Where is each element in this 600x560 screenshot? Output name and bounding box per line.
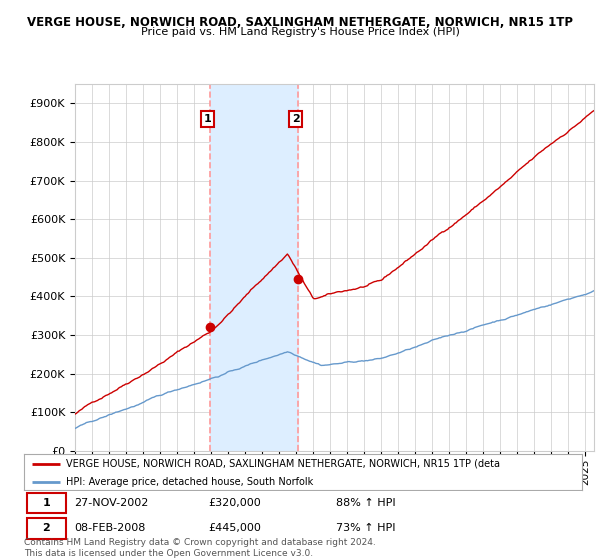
Text: £320,000: £320,000 bbox=[208, 498, 261, 508]
Text: This data is licensed under the Open Government Licence v3.0.: This data is licensed under the Open Gov… bbox=[24, 549, 313, 558]
FancyBboxPatch shape bbox=[27, 518, 66, 539]
Text: 88% ↑ HPI: 88% ↑ HPI bbox=[337, 498, 396, 508]
Text: 1: 1 bbox=[43, 498, 50, 508]
Text: VERGE HOUSE, NORWICH ROAD, SAXLINGHAM NETHERGATE, NORWICH, NR15 1TP: VERGE HOUSE, NORWICH ROAD, SAXLINGHAM NE… bbox=[27, 16, 573, 29]
Text: Price paid vs. HM Land Registry's House Price Index (HPI): Price paid vs. HM Land Registry's House … bbox=[140, 27, 460, 37]
Text: 73% ↑ HPI: 73% ↑ HPI bbox=[337, 523, 396, 533]
Bar bbox=[210, 84, 298, 451]
Text: 1: 1 bbox=[203, 114, 211, 124]
Text: 08-FEB-2008: 08-FEB-2008 bbox=[74, 523, 146, 533]
Text: Contains HM Land Registry data © Crown copyright and database right 2024.: Contains HM Land Registry data © Crown c… bbox=[24, 539, 376, 548]
Text: 2: 2 bbox=[292, 114, 299, 124]
Text: HPI: Average price, detached house, South Norfolk: HPI: Average price, detached house, Sout… bbox=[66, 477, 313, 487]
Text: £445,000: £445,000 bbox=[208, 523, 261, 533]
FancyBboxPatch shape bbox=[27, 493, 66, 514]
Text: VERGE HOUSE, NORWICH ROAD, SAXLINGHAM NETHERGATE, NORWICH, NR15 1TP (deta: VERGE HOUSE, NORWICH ROAD, SAXLINGHAM NE… bbox=[66, 459, 500, 469]
Text: 2: 2 bbox=[43, 523, 50, 533]
Text: 27-NOV-2002: 27-NOV-2002 bbox=[74, 498, 149, 508]
